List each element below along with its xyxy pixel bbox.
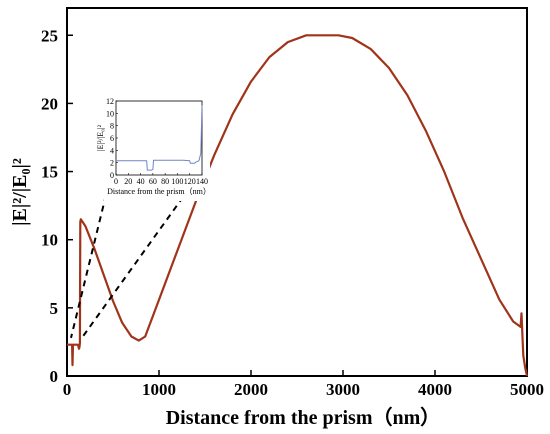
inset-x-tick-label: 140 xyxy=(196,177,208,186)
x-tick-label: 1000 xyxy=(142,380,176,399)
inset-y-tick-label: 2 xyxy=(110,159,114,168)
inset-y-tick-label: 4 xyxy=(110,146,114,155)
inset-x-tick-label: 100 xyxy=(171,177,183,186)
main-series-line xyxy=(67,34,529,377)
inset-y-tick-label: 6 xyxy=(110,134,114,143)
y-tick-label: 10 xyxy=(41,231,58,250)
plot-frame xyxy=(66,7,528,377)
inset-y-axis-title: |E|²/|E₀|² xyxy=(96,124,105,151)
inset-x-tick-label: 40 xyxy=(137,177,145,186)
inset-y-tick-label: 0 xyxy=(110,171,114,180)
inset-background xyxy=(104,93,210,201)
zoom-guide-lines xyxy=(70,178,197,339)
main-axes: 0 1000 2000 3000 4000 50000510152025Distance … xyxy=(9,7,544,429)
y-tick-label: 15 xyxy=(41,163,58,182)
inset-y-tick-label: 10 xyxy=(106,109,114,118)
inset-x-tick-label: 80 xyxy=(161,177,169,186)
inset-y-tick-label: 12 xyxy=(106,97,114,106)
inset-x-axis-title: Distance from the prism（nm） xyxy=(107,187,211,196)
y-tick-label: 20 xyxy=(41,94,58,113)
x-tick-label: 2000 xyxy=(234,380,268,399)
x-tick-label: 3000 xyxy=(326,380,360,399)
inset-y-tick-label: 8 xyxy=(110,122,114,131)
x-axis-title: Distance from the prism（nm） xyxy=(166,406,441,429)
x-tick-label: 4000 xyxy=(418,380,452,399)
y-tick-label: 0 xyxy=(50,367,59,386)
inset-x-tick-label: 0 xyxy=(114,177,118,186)
main-series xyxy=(67,34,529,377)
inset-x-tick-label: 60 xyxy=(149,177,157,186)
zoom-line-left xyxy=(70,194,107,339)
y-tick-label: 25 xyxy=(41,26,58,45)
x-tick-label: 5000 xyxy=(510,380,544,399)
inset-x-tick-label: 20 xyxy=(124,177,132,186)
x-tick-label: 0 xyxy=(63,380,72,399)
y-axis-title: |E|²/|E₀|² xyxy=(9,158,31,226)
y-tick-label: 5 xyxy=(50,299,59,318)
inset-series-line xyxy=(116,105,203,171)
inset-x-tick-label: 120 xyxy=(184,177,196,186)
